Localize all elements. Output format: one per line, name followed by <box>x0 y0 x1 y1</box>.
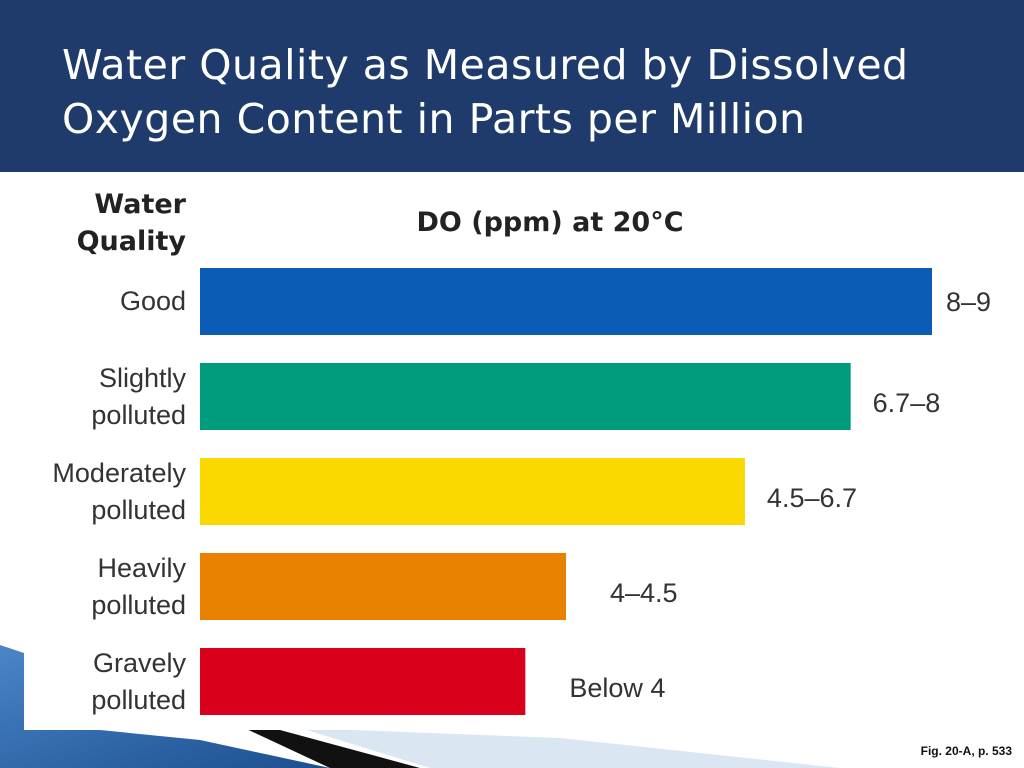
value-label: 6.7–8 <box>872 387 941 418</box>
value-label: 8–9 <box>946 286 992 317</box>
slide-header <box>0 0 1024 172</box>
slide-title: Water Quality as Measured by Dissolved O… <box>62 38 982 146</box>
category-axis-title: Water Quality <box>76 189 186 257</box>
value-label: Below 4 <box>569 672 666 703</box>
bar-0 <box>200 268 932 335</box>
chart-area <box>24 172 1024 730</box>
bar-4 <box>200 648 526 715</box>
value-label: 4–4.5 <box>610 577 678 608</box>
value-label: 4.5–6.7 <box>766 482 858 513</box>
title-line-2: Oxygen Content in Parts per Million <box>62 95 806 143</box>
category-label: Moderately polluted <box>52 457 186 525</box>
category-label: Heavily polluted <box>91 552 186 620</box>
title-line-1: Water Quality as Measured by Dissolved <box>62 41 909 89</box>
figure-caption: Fig. 20-A, p. 533 <box>920 744 1012 758</box>
category-label: Slightly polluted <box>91 362 186 430</box>
category-label: Gravely polluted <box>91 647 186 715</box>
chart-title: DO (ppm) at 20°C <box>416 207 684 238</box>
category-label: Good <box>119 286 186 316</box>
bar-3 <box>200 553 566 620</box>
bar-2 <box>200 458 745 525</box>
bar-1 <box>200 363 851 430</box>
